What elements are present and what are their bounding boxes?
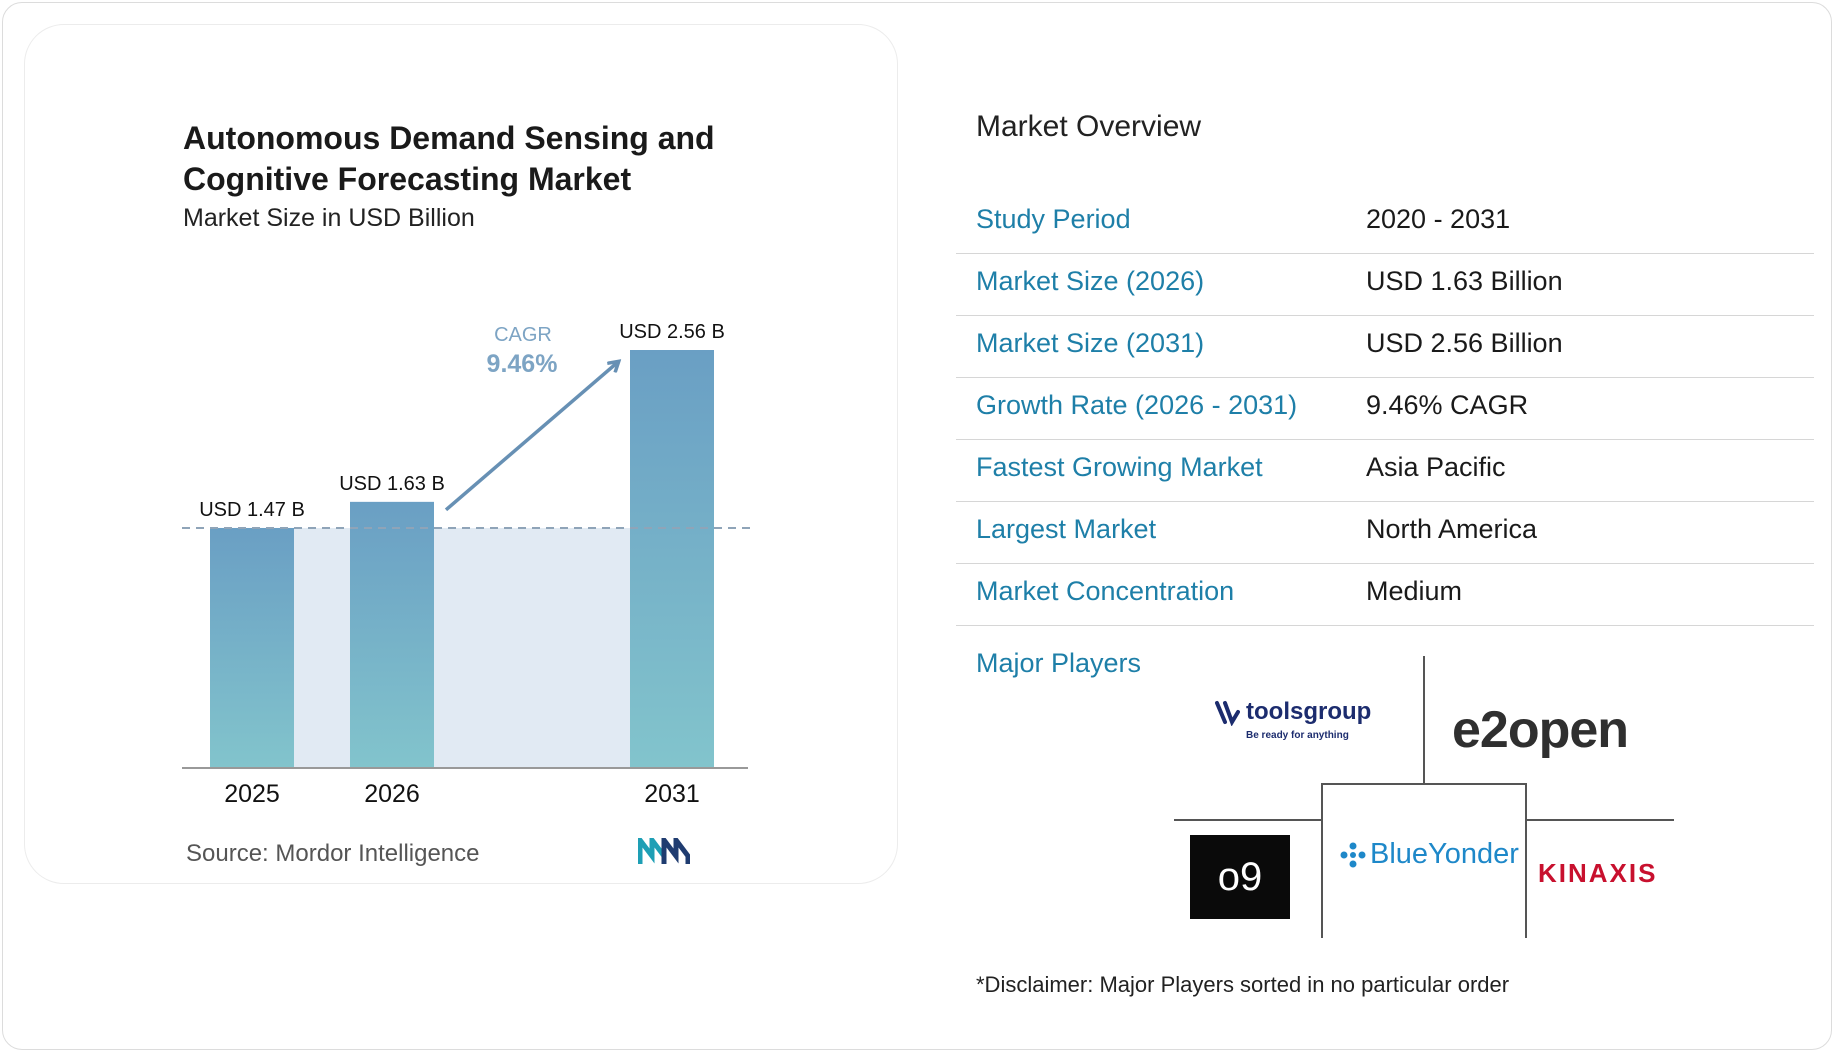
x-tick-label: 2025 (224, 780, 280, 808)
e2open-name: e2open (1452, 701, 1629, 759)
source-name: Mordor Intelligence (275, 840, 480, 867)
bar (630, 350, 714, 768)
overview-row-value: Medium (1366, 576, 1463, 606)
cagr-value: 9.46% (487, 350, 558, 378)
overview-row-value: 2020 - 2031 (1366, 204, 1511, 234)
x-tick-label: 2031 (644, 780, 700, 808)
toolsgroup-tagline: Be ready for anything (1246, 730, 1349, 741)
chart-title: Autonomous Demand Sensing and Cognitive … (183, 120, 715, 197)
overview-row-value: USD 2.56 Billion (1366, 328, 1563, 358)
overview-row-value: 9.46% CAGR (1366, 390, 1529, 420)
o9-logo: o9 (1190, 835, 1290, 919)
overview-row-label: Largest Market (976, 514, 1157, 544)
bar-chart: USD 1.47 B USD 1.63 B USD 2.56 B 2025 2026 20… (182, 321, 752, 808)
overview-row-value: USD 1.63 Billion (1366, 266, 1563, 296)
major-players-grid (1174, 656, 1674, 938)
overview-row-label: Market Size (2031) (976, 328, 1205, 358)
overview-row-label: Market Concentration (976, 576, 1235, 606)
kinaxis-name: KINAXIS (1538, 858, 1658, 888)
overview-table: Study Period 2020 - 2031 Market Size (2026… (956, 192, 1814, 626)
overview-row: Growth Rate (2026 - 2031) 9.46% CAGR (956, 378, 1814, 440)
overview-row-label: Market Size (2026) (976, 266, 1205, 296)
overview-row-label: Growth Rate (2026 - 2031) (976, 390, 1298, 420)
data-label: USD 1.47 B (199, 499, 305, 521)
data-label: USD 2.56 B (619, 321, 725, 343)
overview-row-label: Study Period (976, 204, 1131, 234)
blueyonder-name: BlueYonder (1370, 838, 1519, 870)
overview-row-label: Fastest Growing Market (976, 452, 1263, 482)
mordor-intelligence-logo (638, 838, 690, 864)
chart-subtitle: Market Size in USD Billion (183, 204, 475, 232)
overview-title: Market Overview (976, 110, 1202, 143)
overview-row-value: North America (1366, 514, 1538, 544)
bar (350, 501, 434, 768)
source-line: Source: Mordor Intelligence (186, 840, 480, 868)
overview-row: Largest Market North America (956, 502, 1814, 564)
data-label: USD 1.63 B (339, 473, 445, 495)
overview-row-value: Asia Pacific (1366, 452, 1506, 482)
overview-row: Market Size (2031) USD 2.56 Billion (956, 316, 1814, 378)
cagr-arrow (444, 362, 618, 512)
bar (210, 527, 294, 768)
o9-name: o9 (1217, 854, 1263, 899)
major-players-label: Major Players (976, 648, 1142, 678)
toolsgroup-name: toolsgroup (1246, 698, 1372, 725)
disclaimer: *Disclaimer: Major Players sorted in no … (976, 972, 1510, 997)
overview-row: Study Period 2020 - 2031 (956, 192, 1814, 254)
kinaxis-logo: KINAXIS (1538, 858, 1657, 889)
x-tick-label: 2026 (364, 780, 420, 808)
overview-row: Market Concentration Medium (956, 564, 1814, 626)
e2open-logo: e2open (1452, 700, 1629, 760)
toolsgroup-mark-icon (1215, 701, 1240, 726)
blueyonder-mark-icon (1340, 842, 1366, 868)
source-label: Source: (186, 840, 269, 867)
cagr-label: CAGR (494, 324, 552, 346)
overview-row: Market Size (2026) USD 1.63 Billion (956, 254, 1814, 316)
overview-row: Fastest Growing Market Asia Pacific (956, 440, 1814, 502)
